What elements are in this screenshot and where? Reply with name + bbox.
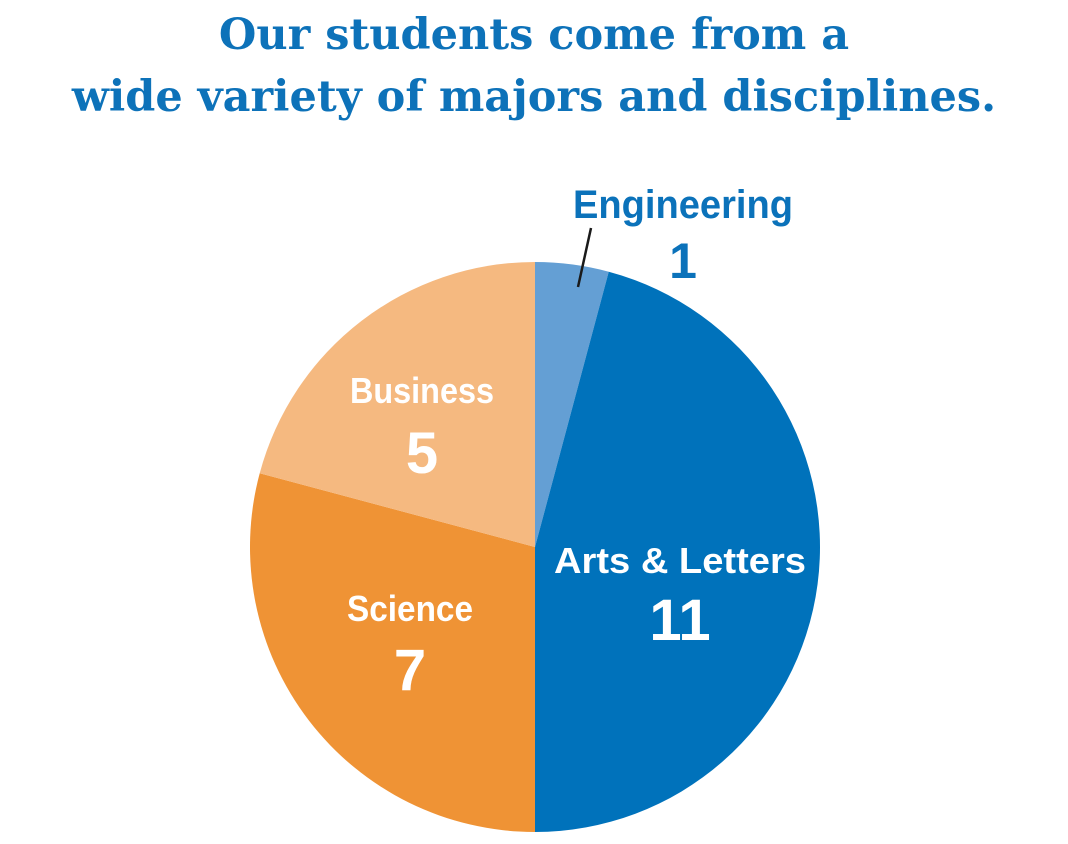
title-line-1: Our students come from a xyxy=(218,10,850,60)
slice-value-business: 5 xyxy=(406,421,438,486)
pie-slice-science xyxy=(250,473,536,832)
pie-slice-engineering xyxy=(535,262,609,547)
pie-slice-arts-letters xyxy=(535,271,821,832)
slice-label-business: Business xyxy=(350,370,494,411)
title-line-2: wide variety of majors and disciplines. xyxy=(71,72,997,122)
slice-label-engineering: Engineering xyxy=(573,183,793,227)
slice-value-science: 7 xyxy=(394,638,426,703)
slice-value-arts-letters: 11 xyxy=(649,588,710,653)
slice-label-science: Science xyxy=(347,588,473,629)
slice-value-engineering: 1 xyxy=(669,233,697,289)
engineering-leader-line xyxy=(576,227,593,288)
slice-label-arts-letters: Arts & Letters xyxy=(554,540,806,581)
pie-slice-business xyxy=(259,262,535,547)
chart-title: Our students come from a wide variety of… xyxy=(0,4,1068,128)
